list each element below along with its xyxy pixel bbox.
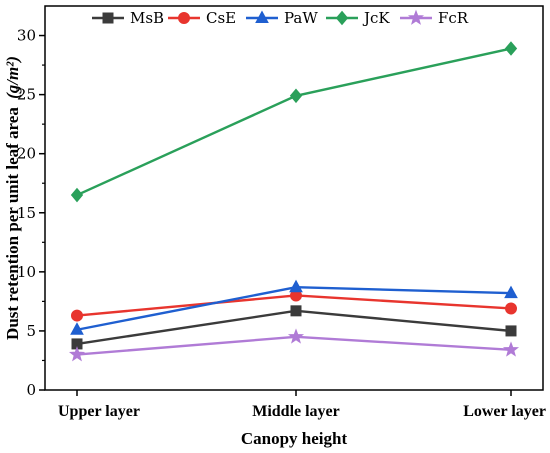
y-tick-label: 0 bbox=[26, 381, 36, 399]
data-point bbox=[70, 187, 84, 203]
legend-item-paw: PaW bbox=[246, 9, 318, 27]
series-cse bbox=[71, 289, 517, 322]
data-point bbox=[290, 305, 302, 317]
plot-frame bbox=[44, 5, 544, 391]
legend-label: JcK bbox=[362, 9, 390, 27]
x-tick-label: Middle layer bbox=[252, 403, 340, 420]
data-point bbox=[289, 88, 303, 104]
legend-item-jck: JcK bbox=[326, 9, 390, 27]
legend-label: MsB bbox=[130, 9, 164, 27]
y-axis: 0 5 10 15 20 25 30 bbox=[17, 27, 45, 399]
x-tick-label: Lower layer bbox=[463, 403, 546, 420]
legend-item-msb: MsB bbox=[92, 9, 164, 27]
legend-item-cse: CsE bbox=[168, 9, 236, 27]
y-tick-label: 20 bbox=[17, 145, 36, 163]
legend-marker bbox=[407, 9, 425, 25]
series-line bbox=[76, 47, 512, 197]
legend-marker bbox=[102, 12, 114, 24]
y-tick-label: 30 bbox=[17, 27, 36, 45]
series-jck bbox=[70, 41, 518, 203]
legend-label: FcR bbox=[438, 9, 469, 27]
x-axis: Upper layer Middle layer Lower layer bbox=[58, 390, 546, 420]
data-point bbox=[287, 328, 305, 344]
legend-marker bbox=[335, 10, 349, 26]
y-axis-title-main: Dust retention per unit leaf area bbox=[3, 107, 22, 340]
legend-label: PaW bbox=[284, 9, 318, 27]
data-point bbox=[71, 309, 83, 322]
data-point bbox=[289, 279, 303, 293]
series-fcr bbox=[68, 328, 520, 362]
legend: MsB CsE PaW JcK FcR bbox=[92, 9, 469, 27]
data-point bbox=[502, 341, 520, 357]
data-point bbox=[505, 302, 517, 315]
series-layer bbox=[68, 41, 520, 362]
y-tick-label: 15 bbox=[17, 204, 36, 222]
data-point bbox=[504, 41, 518, 56]
data-point bbox=[70, 322, 84, 335]
y-axis-title-unit: (g/m²) bbox=[3, 56, 22, 99]
y-tick-label: 5 bbox=[26, 322, 36, 340]
legend-label: CsE bbox=[206, 9, 236, 27]
legend-marker bbox=[178, 12, 190, 24]
y-tick-label: 25 bbox=[17, 86, 36, 104]
data-point bbox=[504, 285, 518, 299]
series-msb bbox=[71, 305, 517, 350]
data-point bbox=[505, 325, 517, 337]
data-point bbox=[68, 346, 86, 362]
plot-area-border bbox=[44, 5, 544, 391]
legend-marker bbox=[255, 10, 269, 23]
series-paw bbox=[70, 279, 518, 335]
x-tick-label: Upper layer bbox=[58, 403, 140, 420]
y-tick-label: 10 bbox=[17, 263, 36, 281]
y-axis-title: Dust retention per unit leaf area (g/m²) bbox=[3, 56, 22, 340]
legend-item-fcr: FcR bbox=[400, 9, 469, 27]
x-axis-title: Canopy height bbox=[241, 429, 348, 448]
